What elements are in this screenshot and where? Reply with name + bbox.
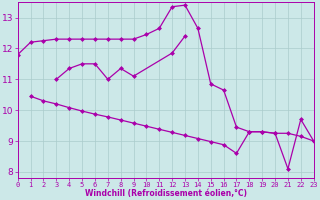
X-axis label: Windchill (Refroidissement éolien,°C): Windchill (Refroidissement éolien,°C) — [85, 189, 247, 198]
